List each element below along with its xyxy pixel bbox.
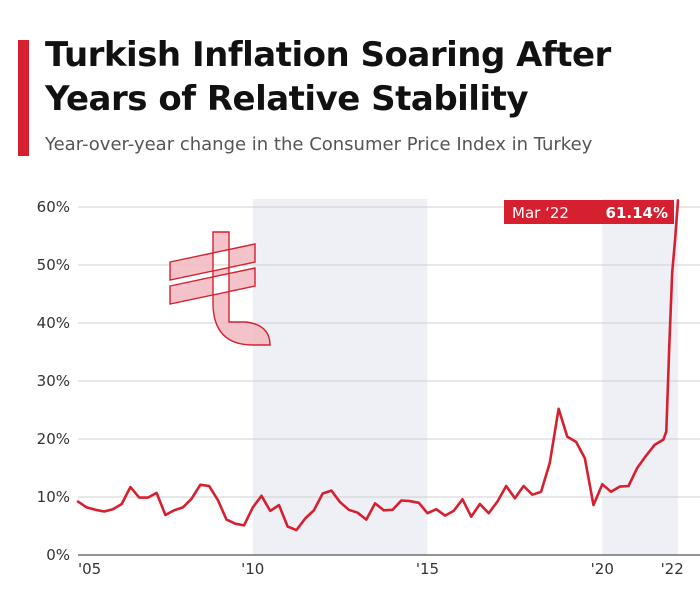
shaded-bands: [252, 199, 678, 555]
x-tick-label: '15: [416, 560, 439, 578]
y-tick-label: 0%: [46, 546, 70, 564]
shaded-band-1: [602, 199, 678, 555]
x-tick-label: '05: [78, 560, 101, 578]
series-line-cpi: [76, 199, 680, 532]
callout-box: [504, 200, 674, 224]
latest-value-callout: Mar ‘22 61.14%: [504, 200, 674, 224]
x-tick-label: '22: [661, 560, 684, 578]
y-tick-label: 60%: [37, 198, 70, 216]
chart-subtitle: Year-over-year change in the Consumer Pr…: [45, 134, 593, 155]
y-tick-label: 40%: [37, 314, 70, 332]
chart-title: Turkish Inflation Soaring After Years of…: [45, 35, 611, 119]
turkish-lira-icon: [169, 231, 271, 346]
y-axis-ticks: 0% 10% 20% 30% 40% 50% 60%: [37, 198, 70, 564]
x-tick-label: '20: [591, 560, 614, 578]
callout-label: Mar ‘22: [512, 204, 569, 222]
x-axis-ticks: '05 '10 '15 '20 '22: [78, 560, 684, 578]
shaded-band-0: [252, 199, 428, 555]
y-tick-label: 10%: [37, 488, 70, 506]
y-tick-label: 20%: [37, 430, 70, 448]
title-accent-bar: [18, 40, 29, 156]
y-tick-label: 50%: [37, 256, 70, 274]
x-tick-label: '10: [241, 560, 264, 578]
y-tick-label: 30%: [37, 372, 70, 390]
callout-value: 61.14%: [606, 204, 668, 222]
